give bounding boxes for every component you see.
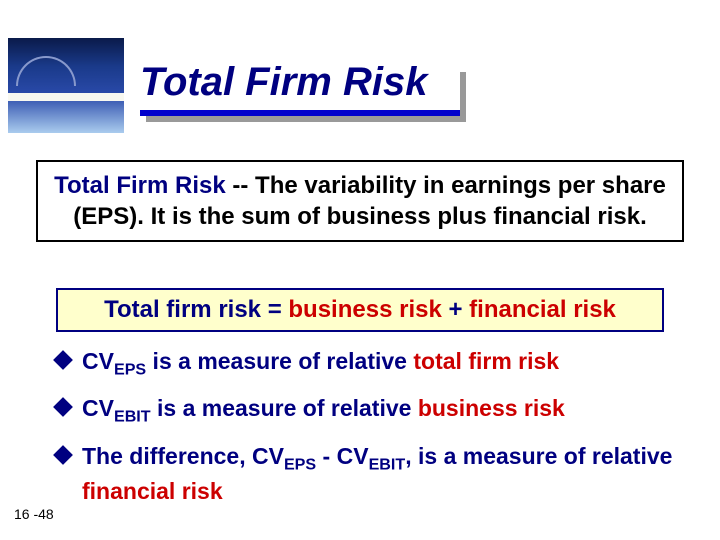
cv-label: CV: [82, 348, 114, 374]
diamond-bullet-icon: [53, 350, 73, 370]
definition-box: Total Firm Risk -- The variability in ea…: [36, 160, 684, 242]
formula-text: Total firm risk = business risk + financ…: [68, 296, 652, 324]
definition-lead: Total Firm Risk: [54, 172, 226, 199]
formula-box: Total firm risk = business risk + financ…: [56, 288, 664, 332]
slide-title: Total Firm Risk: [140, 60, 427, 105]
formula-part3: financial risk: [469, 296, 616, 323]
cv-label: CV: [252, 443, 284, 469]
bullet3-dash: -: [316, 443, 336, 469]
formula-eq: =: [261, 296, 288, 323]
cv-subscript: EPS: [114, 361, 146, 379]
formula-part1: Total firm risk: [104, 296, 261, 323]
formula-plus: +: [442, 296, 469, 323]
formula-part2: business risk: [288, 296, 441, 323]
bullet-risk: total firm risk: [413, 348, 559, 374]
bridge-arch-shape: [16, 56, 76, 86]
cv-subscript: EBIT: [114, 408, 151, 426]
cv-subscript: EBIT: [369, 455, 406, 473]
bullet3-p1: The difference,: [82, 443, 252, 469]
bullet3-p2: , is a measure of relative: [405, 443, 672, 469]
bullet-text: The difference, CVEPS - CVEBIT, is a mea…: [82, 441, 676, 507]
slide-title-wrap: Total Firm Risk: [140, 60, 427, 105]
cv-subscript: EPS: [284, 455, 316, 473]
bullet-list: CVEPS is a measure of relative total fir…: [56, 346, 676, 519]
title-underline-shadow: [146, 116, 466, 122]
bullet-mid: is a measure of relative: [146, 348, 413, 374]
bridge-deck-shape: [8, 93, 124, 101]
bullet-mid: is a measure of relative: [151, 395, 418, 421]
cv-label: CV: [82, 395, 114, 421]
bullet-text: CVEBIT is a measure of relative business…: [82, 393, 565, 428]
diamond-bullet-icon: [53, 445, 73, 465]
bullet-item: CVEPS is a measure of relative total fir…: [56, 346, 676, 381]
definition-text: Total Firm Risk -- The variability in ea…: [48, 170, 672, 232]
diamond-bullet-icon: [53, 397, 73, 417]
bullet-risk: business risk: [418, 395, 565, 421]
bullet-text: CVEPS is a measure of relative total fir…: [82, 346, 559, 381]
bullet-item: CVEBIT is a measure of relative business…: [56, 393, 676, 428]
title-underline: [140, 110, 460, 116]
header-bridge-image: [8, 38, 124, 133]
cv-label: CV: [337, 443, 369, 469]
title-underline-shadow-right: [460, 72, 466, 122]
bullet3-risk: financial risk: [82, 478, 223, 504]
bullet-item: The difference, CVEPS - CVEBIT, is a mea…: [56, 441, 676, 507]
slide-number: 16 -48: [14, 506, 54, 522]
